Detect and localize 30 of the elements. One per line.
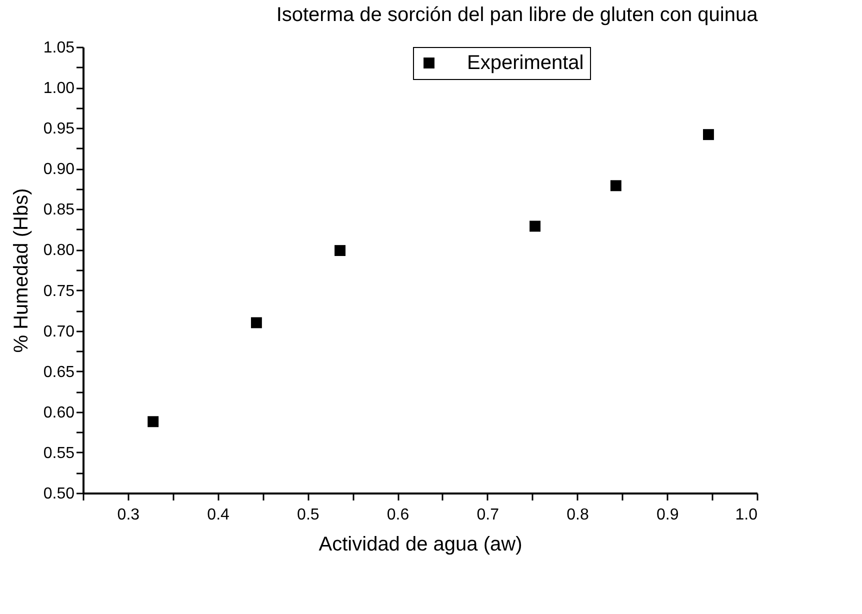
y-tick-label: 0.85	[43, 202, 75, 219]
y-tick-label: 0.75	[43, 282, 75, 300]
chart-title: Isoterma de sorción del pan libre de gluten con quinua	[276, 4, 759, 26]
y-tick-label: 0.80	[43, 242, 75, 260]
y-tick-label: 0.65	[43, 364, 75, 381]
point	[530, 220, 541, 232]
point	[702, 129, 714, 140]
x-tick-label: 0.5	[297, 506, 320, 524]
y-tick-label: 0.70	[43, 323, 75, 340]
x-tick-label: 0.7	[476, 506, 500, 524]
point	[250, 317, 262, 328]
legend-label: Experimental	[467, 52, 584, 74]
x-axis-title: Actividad de agua (aw)	[318, 534, 522, 556]
point	[334, 245, 346, 256]
y-tick-label: 1.00	[43, 80, 75, 98]
y-tick-label: 0.50	[43, 486, 75, 502]
x-tick-label: 1.0	[735, 506, 758, 524]
y-tick-label: 0.90	[43, 161, 75, 178]
x-tick-label: 0.3	[117, 506, 140, 524]
x-tick-label: 0.4	[207, 506, 230, 524]
point	[148, 416, 159, 428]
y-tick-label: 0.55	[43, 444, 75, 462]
y-tick-label: 0.95	[43, 120, 75, 138]
y-tick-label: 0.60	[43, 404, 75, 422]
y-axis-title: % Humedad (Hbs)	[10, 188, 32, 353]
y-tick-label: 1.05	[43, 40, 75, 56]
x-tick-label: 0.8	[566, 506, 589, 524]
x-tick-label: 0.9	[656, 506, 679, 524]
x-tick-label: 0.6	[386, 506, 410, 524]
point	[610, 180, 622, 192]
